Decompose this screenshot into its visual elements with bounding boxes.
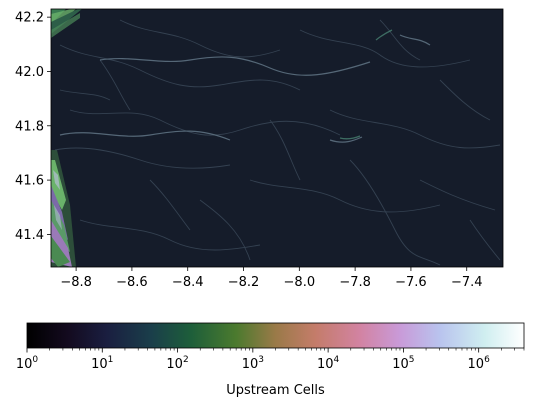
colorbar-tick-label: 106 — [468, 355, 491, 372]
x-tick-label: −7.6 — [395, 275, 427, 290]
heatmap-background — [51, 9, 503, 267]
colorbar-tick-label: 103 — [242, 355, 264, 372]
x-axis: −8.8 −8.6 −8.4 −8.2 −8.0 −7.8 −7.6 −7.4 — [60, 267, 482, 290]
x-tick-label: −8.6 — [116, 275, 148, 290]
colorbar-gradient — [27, 323, 524, 348]
colorbar-tick-label: 100 — [16, 355, 39, 372]
colorbar-tick-label: 104 — [317, 355, 340, 372]
colorbar-tick-label: 105 — [392, 355, 414, 372]
colorbar-tick-label: 101 — [91, 355, 113, 372]
x-tick-label: −8.8 — [60, 275, 92, 290]
heatmap-area — [51, 9, 503, 267]
y-axis: 41.4 41.6 41.8 42.0 42.2 — [15, 11, 51, 243]
colorbar: 100 101 102 103 104 105 106 Upstream Cells — [16, 323, 524, 398]
y-tick-label: 41.6 — [15, 174, 44, 189]
y-tick-label: 41.8 — [15, 119, 44, 134]
x-tick-label: −7.4 — [451, 275, 483, 290]
colorbar-tick-label: 102 — [166, 355, 188, 372]
x-tick-label: −7.8 — [339, 275, 371, 290]
y-tick-label: 42.0 — [15, 65, 44, 80]
colorbar-label: Upstream Cells — [226, 383, 325, 398]
x-tick-label: −8.2 — [228, 275, 260, 290]
colorbar-ticks: 100 101 102 103 104 105 106 — [16, 348, 524, 372]
x-tick-label: −8.0 — [284, 275, 316, 290]
x-tick-label: −8.4 — [172, 275, 204, 290]
y-tick-label: 41.4 — [15, 228, 44, 243]
y-tick-label: 42.2 — [15, 11, 44, 26]
